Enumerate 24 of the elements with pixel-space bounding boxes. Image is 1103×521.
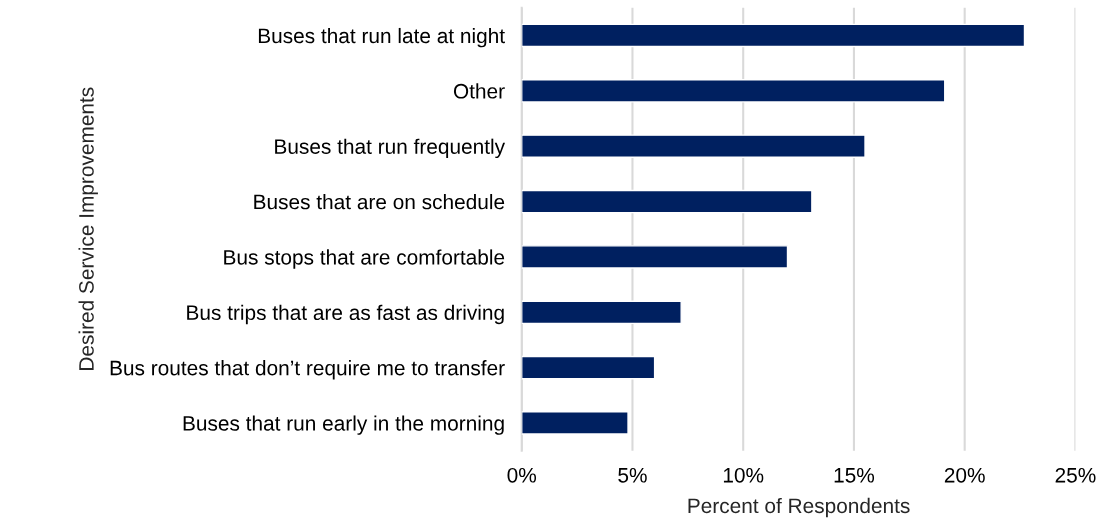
y-tick-label: Bus stops that are comfortable bbox=[224, 249, 505, 269]
bar bbox=[521, 189, 813, 214]
x-tick-label: 15% bbox=[834, 467, 875, 483]
x-tick-label: 0% bbox=[507, 467, 537, 483]
y-axis-title: Desired Service Improvements bbox=[78, 87, 98, 370]
bar bbox=[521, 79, 946, 103]
bar bbox=[521, 23, 1026, 48]
x-tick-label: 20% bbox=[944, 467, 985, 483]
y-tick-label: Buses that are on schedule bbox=[254, 194, 505, 210]
x-axis-title: Percent of Respondents bbox=[688, 497, 910, 518]
y-tick-label: Buses that run frequently bbox=[275, 138, 506, 159]
y-tick-label: Buses that run early in the morning bbox=[183, 415, 504, 435]
bar bbox=[521, 134, 866, 158]
y-tick-label: Bus routes that don’t require me to transfer bbox=[110, 360, 505, 380]
bar bbox=[521, 411, 629, 435]
y-tick-label: Other bbox=[453, 83, 505, 99]
x-tick-label: 10% bbox=[723, 467, 764, 483]
bar bbox=[521, 355, 656, 380]
x-tick-label: 5% bbox=[618, 467, 647, 483]
y-tick-label: Buses that run late at night bbox=[258, 27, 505, 48]
bar bbox=[521, 245, 789, 269]
y-tick-label: Bus trips that are as fast as driving bbox=[187, 304, 504, 325]
x-tick-label: 25% bbox=[1055, 467, 1096, 483]
bar bbox=[521, 300, 682, 325]
